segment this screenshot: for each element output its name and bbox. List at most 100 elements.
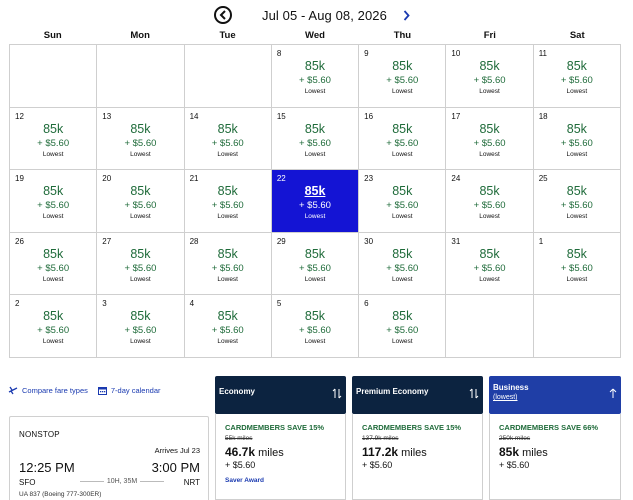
premium-economy-fare-option[interactable]: CARDMEMBERS SAVE 15% 137.9k miles 117.2k… [352, 414, 483, 500]
calendar-day[interactable]: 3 85k + $5.60 Lowest [97, 295, 185, 358]
miles-unit: miles [258, 447, 284, 459]
day-miles: 85k [130, 246, 151, 261]
day-miles: 85k [217, 121, 238, 136]
duration-text: 10H, 35M [106, 478, 138, 485]
calendar-day[interactable]: 4 85k + $5.60 Lowest [184, 295, 272, 358]
day-lowest-tag: Lowest [130, 275, 151, 283]
day-number: 1 [538, 236, 544, 246]
previous-month-button[interactable] [214, 6, 232, 24]
calendar-day[interactable]: 18 85k + $5.60 Lowest [533, 107, 621, 171]
economy-fare-option[interactable]: CARDMEMBERS SAVE 15% 55k miles 46.7k mil… [215, 414, 346, 500]
plane-icon [8, 386, 18, 395]
day-number: 27 [102, 236, 112, 246]
day-number: 11 [538, 49, 548, 58]
day-fee: + $5.60 [473, 262, 506, 274]
day-number: 22 [276, 174, 286, 184]
miles-value: 117.2k [362, 445, 399, 459]
day-fee: + $5.60 [560, 200, 593, 212]
calendar-day[interactable]: 2 85k + $5.60 Lowest [10, 295, 98, 358]
calendar-day[interactable]: 30 85k + $5.60 Lowest [359, 232, 447, 296]
business-column-header[interactable]: Business (lowest) [489, 376, 621, 414]
cardmember-promo: CARDMEMBERS SAVE 15% [225, 423, 325, 432]
day-fee: + $5.60 [211, 200, 244, 212]
day-miles: 85k [392, 309, 413, 324]
day-number: 13 [102, 111, 112, 121]
day-miles: 85k [566, 59, 587, 73]
day-fee: + $5.60 [560, 137, 593, 149]
calendar-day[interactable]: 29 85k + $5.60 Lowest [271, 232, 360, 296]
calendar-day[interactable]: 13 85k + $5.60 Lowest [97, 107, 185, 171]
calendar-day-selected[interactable]: 22 85k + $5.60 Lowest [271, 170, 360, 233]
calendar-day[interactable]: 16 85k + $5.60 Lowest [359, 107, 447, 171]
seven-day-calendar-link[interactable]: 7-day calendar [97, 385, 161, 395]
day-miles: 85k [304, 121, 326, 136]
day-miles: 85k [130, 184, 151, 199]
lowest-sort-link[interactable]: (lowest) [493, 394, 518, 401]
day-miles: 85k [392, 59, 413, 73]
day-miles: 85k [479, 59, 500, 73]
day-fee: + $5.60 [473, 75, 506, 86]
flight-card[interactable]: NONSTOP Arrives Jul 23 12:25 PM 3:00 PM … [9, 416, 209, 500]
day-fee: + $5.60 [211, 137, 244, 149]
next-month-button[interactable] [400, 8, 412, 22]
calendar-day[interactable]: 25 85k + $5.60 Lowest [533, 170, 621, 233]
cardmember-promo: CARDMEMBERS SAVE 15% [362, 423, 462, 432]
calendar-options: Compare fare types 7-day calendar [8, 383, 161, 397]
seven-day-calendar-label: 7-day calendar [110, 385, 161, 395]
day-fee: + $5.60 [386, 137, 419, 149]
sort-icon[interactable] [332, 388, 342, 399]
day-fee: + $5.60 [299, 200, 331, 212]
day-fee: + $5.60 [124, 137, 157, 149]
calendar-day[interactable]: 26 85k + $5.60 Lowest [10, 232, 98, 296]
sort-icon[interactable] [469, 388, 479, 399]
day-fee: + $5.60 [560, 75, 593, 86]
day-lowest-tag: Lowest [42, 275, 64, 283]
day-lowest-tag: Lowest [391, 213, 413, 221]
economy-column-header[interactable]: Economy [215, 376, 346, 414]
calendar-day[interactable]: 1 85k + $5.60 Lowest [533, 232, 621, 296]
day-fee: + $5.60 [386, 200, 419, 212]
calendar-day[interactable]: 27 85k + $5.60 Lowest [97, 232, 185, 296]
premium-economy-column-header[interactable]: Premium Economy [352, 376, 483, 414]
calendar-day[interactable]: 31 85k + $5.60 Lowest [446, 232, 534, 296]
calendar-day[interactable]: 23 85k + $5.60 Lowest [359, 170, 447, 233]
calendar-icon [97, 386, 107, 395]
day-lowest-tag: Lowest [391, 88, 413, 95]
calendar-day[interactable]: 8 85k + $5.60 Lowest [271, 45, 360, 108]
day-fee: + $5.60 [299, 325, 331, 337]
arrow-up-icon[interactable] [609, 388, 617, 399]
calendar-day[interactable]: 10 85k + $5.60 Lowest [446, 45, 534, 108]
day-miles: 85k [304, 184, 326, 199]
day-lowest-tag: Lowest [391, 275, 413, 283]
day-number: 15 [276, 111, 286, 121]
calendar-day[interactable]: 19 85k + $5.60 Lowest [10, 170, 98, 233]
calendar-day[interactable]: 20 85k + $5.60 Lowest [97, 170, 185, 233]
day-number: 6 [364, 299, 369, 309]
calendar-day[interactable]: 11 85k + $5.60 Lowest [533, 45, 621, 108]
day-miles: 85k [43, 184, 64, 199]
economy-title: Economy [219, 387, 256, 396]
calendar-day[interactable]: 9 85k + $5.60 Lowest [359, 45, 447, 108]
calendar-day[interactable]: 28 85k + $5.60 Lowest [184, 232, 272, 296]
compare-fare-types-link[interactable]: Compare fare types [8, 385, 88, 395]
calendar-day[interactable]: 6 85k + $5.60 Lowest [359, 295, 447, 358]
calendar-day[interactable]: 21 85k + $5.60 Lowest [184, 170, 272, 233]
fare-fee: + $5.60 [499, 460, 530, 470]
calendar-empty-cell [533, 295, 621, 358]
day-miles: 85k [217, 184, 238, 199]
calendar-day[interactable]: 15 85k + $5.60 Lowest [271, 107, 360, 171]
calendar-day[interactable]: 17 85k + $5.60 Lowest [446, 107, 534, 171]
day-miles: 85k [130, 121, 151, 136]
business-fare-option[interactable]: CARDMEMBERS SAVE 66% 250k miles 85k mile… [489, 414, 621, 500]
calendar-day[interactable]: 14 85k + $5.60 Lowest [184, 107, 272, 171]
day-lowest-tag: Lowest [42, 213, 64, 221]
day-miles: 85k [43, 246, 64, 261]
day-number: 19 [15, 174, 24, 184]
day-number: 28 [189, 236, 199, 246]
calendar-day[interactable]: 12 85k + $5.60 Lowest [10, 107, 98, 171]
compare-fare-types-label: Compare fare types [22, 385, 88, 395]
calendar-day[interactable]: 5 85k + $5.60 Lowest [271, 295, 360, 358]
day-fee: + $5.60 [211, 325, 244, 337]
day-lowest-tag: Lowest [479, 275, 500, 283]
calendar-day[interactable]: 24 85k + $5.60 Lowest [446, 170, 534, 233]
